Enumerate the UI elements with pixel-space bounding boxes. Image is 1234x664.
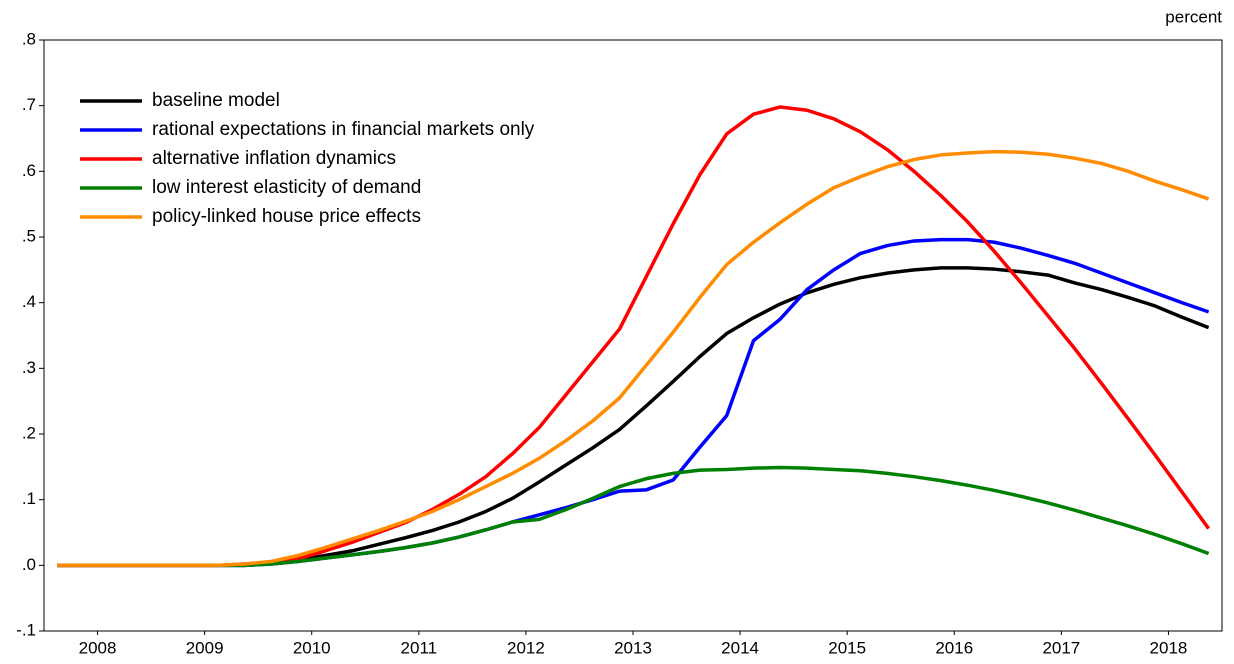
x-tick-label: 2008 xyxy=(79,638,117,657)
series-line xyxy=(57,266,1210,568)
legend-label: rational expectations in financial marke… xyxy=(152,119,535,140)
legend-label: alternative inflation dynamics xyxy=(152,148,396,169)
unit-annotation: percent xyxy=(1165,7,1222,26)
series-line xyxy=(57,105,1211,568)
legend-label: low interest elasticity of demand xyxy=(152,177,421,198)
x-tick-label: 2014 xyxy=(721,638,759,657)
series-line xyxy=(57,237,1210,568)
legend: baseline model rational expectations in f… xyxy=(80,90,535,227)
legend-label: policy-linked house price effects xyxy=(152,206,421,227)
y-tick-label: .2 xyxy=(22,423,36,442)
series-line xyxy=(57,149,1210,568)
y-tick-label: .0 xyxy=(22,555,36,574)
y-tick-label: .4 xyxy=(22,292,36,311)
x-tick-label: 2012 xyxy=(507,638,545,657)
x-tick-label: 2011 xyxy=(401,638,438,657)
y-tick-label: -.1 xyxy=(16,620,36,639)
series-line xyxy=(57,465,1210,568)
x-tick-label: 2013 xyxy=(614,638,652,657)
legend-label: baseline model xyxy=(152,90,280,111)
x-tick-label: 2017 xyxy=(1042,638,1080,657)
y-tick-label: .7 xyxy=(22,95,36,114)
x-tick-label: 2016 xyxy=(935,638,973,657)
x-tick-label: 2010 xyxy=(293,638,331,657)
y-tick-label: .5 xyxy=(22,226,36,245)
x-tick-label: 2018 xyxy=(1150,638,1188,657)
x-tick-label: 2015 xyxy=(828,638,866,657)
y-tick-label: .3 xyxy=(22,358,36,377)
x-tick-label: 2009 xyxy=(186,638,224,657)
y-tick-label: .1 xyxy=(22,489,36,508)
y-tick-label: .8 xyxy=(22,29,36,48)
y-tick-label: .6 xyxy=(22,161,36,180)
